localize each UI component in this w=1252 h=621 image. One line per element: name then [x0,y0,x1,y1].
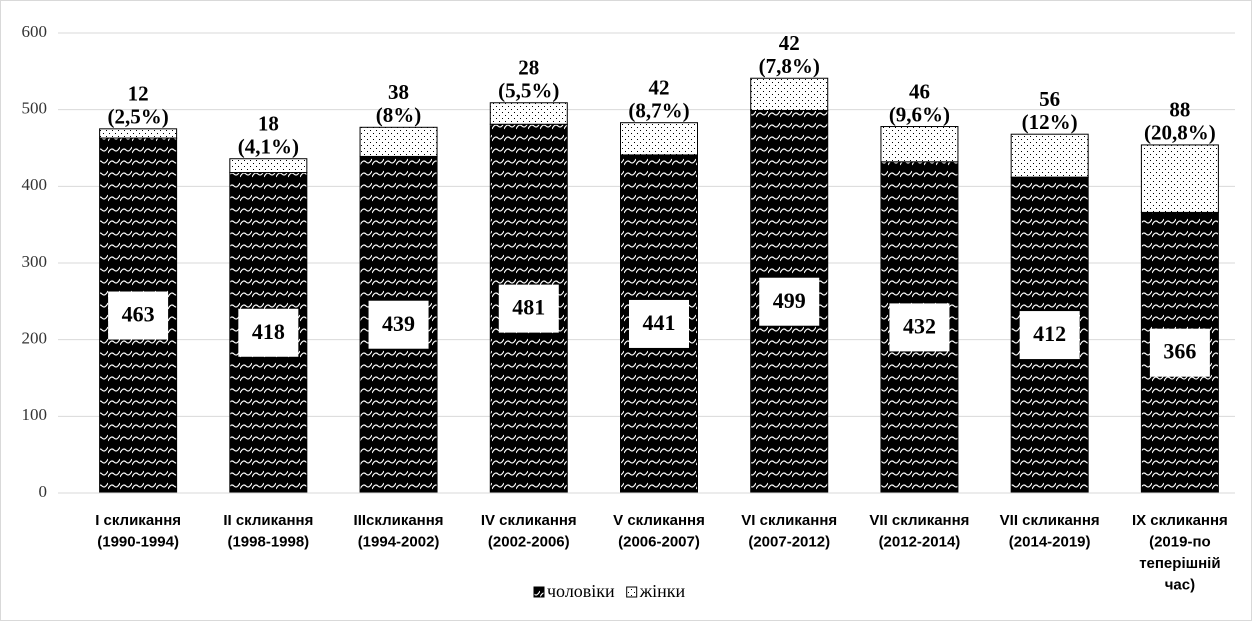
bar-segment [99,128,178,139]
value-label-box [1019,311,1080,360]
value-label: 88 [1169,98,1190,122]
value-label: 46 [909,79,930,103]
value-label: (2,5%) [107,105,168,129]
value-label: 38 [388,80,409,104]
x-tick-label: IV скликання [481,512,577,529]
value-label: 418 [252,319,285,344]
x-tick-label: (1990-1994) [97,533,179,550]
bar-segment [880,126,959,163]
value-label: 42 [649,76,670,100]
value-label: 412 [1033,321,1066,346]
bar-segment [1140,144,1219,213]
value-label-box [498,284,559,333]
x-tick-label: II скликання [223,512,313,529]
value-label: (7,8%) [759,54,820,78]
value-label: 441 [643,310,676,335]
x-tick-label: (2019-по [1149,533,1211,550]
value-label: 42 [779,31,800,55]
y-tick-label: 600 [22,22,48,41]
x-tick-label: IIIскликання [354,512,444,529]
value-label-box [889,303,950,352]
x-tick-label: I скликання [95,512,181,529]
value-label-box [1149,328,1210,377]
value-label: (12%) [1022,110,1078,134]
x-tick-label: (2002-2006) [488,533,570,550]
bar-segment [489,102,568,125]
value-label-box [108,291,169,340]
value-label: 12 [128,82,149,106]
value-label: (8%) [376,103,422,127]
y-tick-label: 300 [22,252,48,271]
value-label: 463 [122,302,155,327]
bar-segment [1010,133,1089,178]
x-tick-label: теперішній [1139,555,1220,572]
value-label: (20,8%) [1144,121,1216,145]
bar-segment [750,77,829,111]
value-label: 366 [1163,339,1196,364]
value-label-box [368,300,429,349]
legend-label: жінки [639,581,686,601]
value-label: (4,1%) [238,135,299,159]
x-tick-label: (2014-2019) [1009,533,1091,550]
x-tick-label: VII скликання [1000,512,1100,529]
value-label: (8,7%) [628,99,689,123]
value-label: 432 [903,313,936,338]
bar-segment [229,158,308,174]
value-label: 56 [1039,87,1060,111]
x-tick-label: VI скликання [741,512,837,529]
value-label-box [759,277,820,326]
x-tick-label: V скликання [613,512,705,529]
value-label: 28 [518,56,539,80]
value-label: 481 [512,295,545,320]
value-label-box [629,299,689,348]
value-label: (9,6%) [889,102,950,126]
y-tick-label: 100 [22,405,48,424]
legend-swatch [533,586,545,598]
x-tick-label: час) [1165,576,1195,593]
bar-segment [620,122,698,156]
y-tick-label: 500 [22,99,48,118]
value-label: 18 [258,112,279,136]
value-label-box [238,308,299,357]
value-label: 439 [382,311,415,336]
x-tick-label: IX скликання [1132,512,1228,529]
y-tick-label: 200 [22,329,48,348]
x-tick-label: (1994-2002) [358,533,440,550]
y-tick-label: 400 [22,175,48,194]
x-tick-label: (2007-2012) [748,533,830,550]
y-tick-label: 0 [39,482,48,501]
value-label: (5,5%) [498,79,559,103]
legend-label: чоловіки [547,581,615,601]
x-tick-label: VII скликання [869,512,969,529]
x-tick-label: (1998-1998) [227,533,309,550]
x-tick-label: (2012-2014) [879,533,961,550]
legend-swatch [626,586,638,598]
x-tick-label: (2006-2007) [618,533,700,550]
bar-segment [359,126,438,157]
value-label: 499 [773,288,806,313]
